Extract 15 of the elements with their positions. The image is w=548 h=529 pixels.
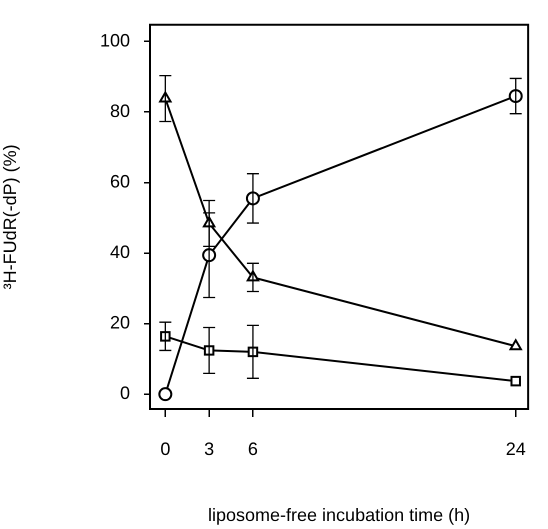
y-tick-label: 60 <box>110 171 130 192</box>
x-tick-label: 6 <box>248 438 258 459</box>
y-tick-label: 0 <box>120 383 130 404</box>
x-tick-label: 3 <box>204 438 214 459</box>
y-tick-label: 100 <box>100 30 130 50</box>
y-tick-label: 40 <box>110 242 130 262</box>
y-axis-title: ³H-FUdR(-dP) (%) <box>0 144 20 290</box>
y-tick-label: 20 <box>110 312 130 333</box>
x-tick-label: 0 <box>160 438 170 459</box>
x-tick-label: 24 <box>506 438 526 459</box>
point <box>510 339 522 350</box>
point <box>510 376 521 386</box>
y-tick-label: 80 <box>110 100 130 121</box>
x-axis-title: liposome-free incubation time (h) <box>208 505 470 526</box>
point <box>158 387 172 402</box>
